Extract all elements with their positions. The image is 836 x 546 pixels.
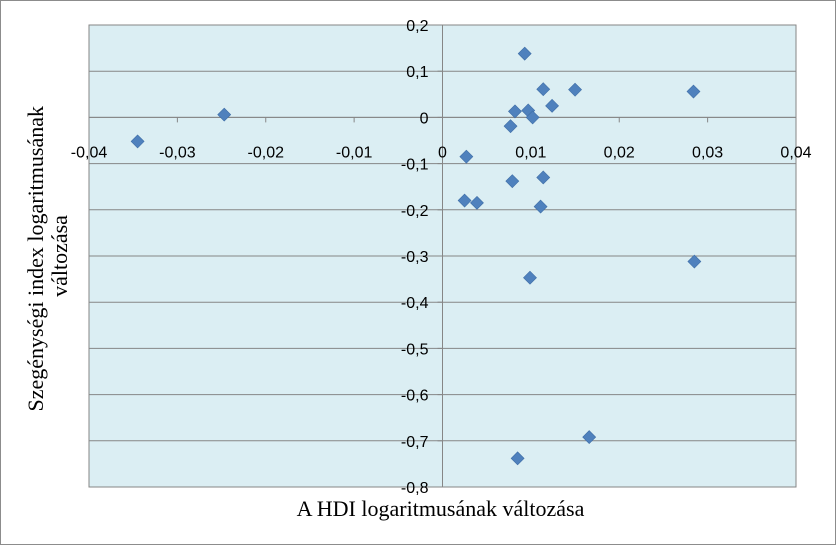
x-tick-label-7: 0,03: [692, 144, 723, 161]
data-point: [582, 430, 597, 445]
data-point: [523, 270, 537, 285]
y-tick-label-8: -0,6: [401, 388, 429, 405]
y-axis-title-line-2: változása: [47, 215, 72, 297]
data-point: [510, 451, 525, 466]
data-point: [459, 149, 474, 164]
data-point: [533, 199, 548, 214]
y-tick-label-4: -0,2: [401, 203, 429, 220]
data-point: [687, 254, 702, 269]
x-tick-labels: -0,04 -0,03 -0,02 -0,01 0 0,01 0,02 0,03 0,04: [71, 144, 812, 161]
y-axis-title: Szegénységi index logaritmusának változá…: [23, 101, 72, 412]
x-axis-title: A HDI logaritmusának változása: [297, 496, 585, 521]
y-tick-label-7: -0,5: [401, 341, 429, 358]
data-points: [130, 46, 702, 466]
x-tick-label-0: -0,04: [71, 144, 108, 161]
x-tick-label-6: 0,02: [604, 144, 635, 161]
data-point: [470, 195, 484, 210]
x-tick-label-4: 0: [438, 144, 447, 161]
y-tick-labels: 0,2 0,1 0 -0,1 -0,2 -0,3 -0,4 -0,5 -0,6 -0,7 -0,8: [401, 18, 429, 497]
data-point: [536, 170, 551, 185]
data-point: [536, 82, 551, 97]
x-tick-label-1: -0,03: [159, 144, 196, 161]
data-point: [525, 110, 540, 125]
y-tick-label-0: 0,2: [406, 18, 428, 35]
y-axis-title-line-1: Szegénységi index logaritmusának: [23, 106, 48, 411]
data-point: [503, 119, 518, 134]
y-tick-label-1: 0,1: [406, 64, 428, 81]
y-tick-label-10: -0,8: [401, 480, 429, 497]
data-point: [505, 174, 520, 189]
data-point: [568, 82, 582, 97]
data-point: [517, 46, 532, 61]
data-point: [508, 104, 522, 119]
data-point: [130, 134, 145, 149]
x-tick-label-3: -0,01: [336, 144, 373, 161]
x-tick-label-2: -0,02: [248, 144, 285, 161]
data-point: [457, 193, 472, 208]
y-tick-label-6: -0,4: [401, 295, 429, 312]
y-tick-label-3: -0,1: [401, 157, 429, 174]
x-tick-label-5: 0,01: [515, 144, 546, 161]
y-tick-label-2: 0: [420, 110, 429, 127]
y-tick-label-9: -0,7: [401, 434, 429, 451]
data-point: [686, 84, 701, 99]
y-tick-label-5: -0,3: [401, 249, 429, 266]
data-point: [545, 98, 560, 113]
x-tick-label-8: 0,04: [780, 144, 811, 161]
data-point: [217, 107, 232, 122]
